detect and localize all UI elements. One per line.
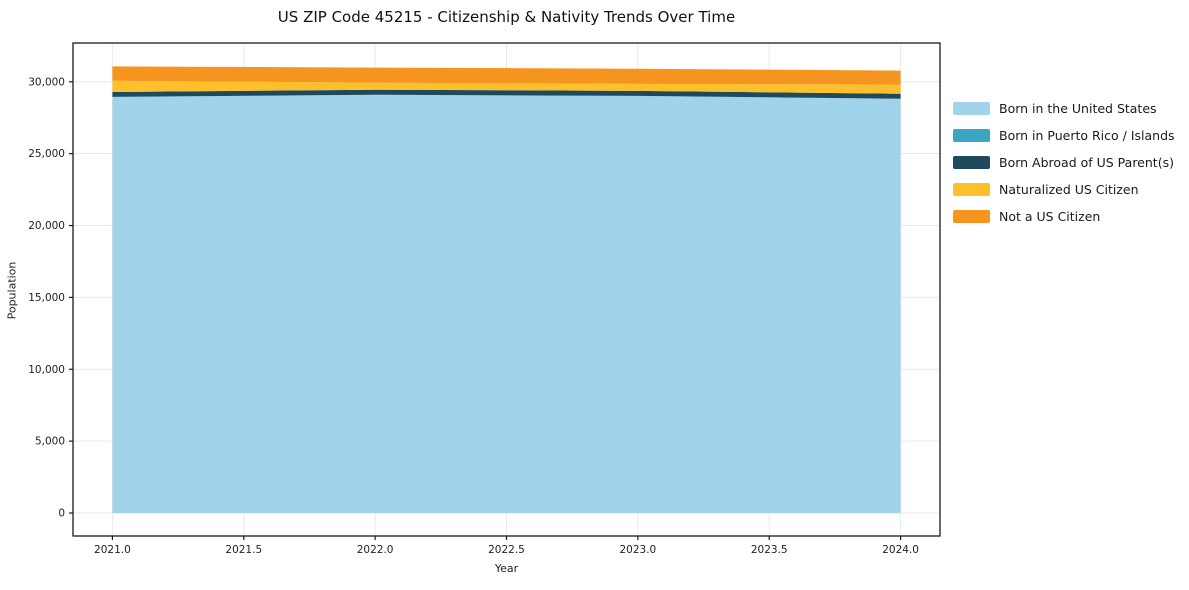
area-series-born-in-the-united-states — [112, 94, 901, 514]
legend-item-label: Not a US Citizen — [999, 209, 1101, 224]
y-axis-label: Population — [5, 261, 19, 320]
y-tick-label: 25,000 — [28, 148, 65, 160]
x-tick-label: 2023.0 — [619, 544, 656, 556]
y-tick-label: 20,000 — [28, 220, 65, 232]
chart-title: US ZIP Code 45215 - Citizenship & Nativi… — [277, 8, 736, 26]
legend: Born in the United States Born in Puerto… — [953, 101, 1175, 224]
y-tick-label: 30,000 — [28, 76, 65, 88]
x-tick-label: 2021.5 — [225, 544, 262, 556]
legend-swatch — [953, 156, 990, 169]
x-axis-label: Year — [494, 562, 519, 575]
legend-item: Born in the United States — [953, 101, 1175, 116]
x-tick-label: 2023.5 — [751, 544, 788, 556]
legend-item-label: Born in Puerto Rico / Islands — [999, 128, 1175, 143]
area-series-naturalized-us-citizen — [112, 80, 901, 94]
legend-item: Naturalized US Citizen — [953, 182, 1175, 197]
legend-swatch — [953, 129, 990, 142]
legend-item-label: Born Abroad of US Parent(s) — [999, 155, 1174, 170]
area-series-not-a-us-citizen — [112, 66, 901, 85]
legend-item-label: Born in the United States — [999, 101, 1157, 116]
x-tick-label: 2024.0 — [882, 544, 919, 556]
legend-item: Not a US Citizen — [953, 209, 1175, 224]
legend-item: Born Abroad of US Parent(s) — [953, 155, 1175, 170]
legend-swatch — [953, 210, 990, 223]
x-tick-label: 2022.5 — [488, 544, 525, 556]
legend-swatch — [953, 102, 990, 115]
y-tick-label: 10,000 — [28, 364, 65, 376]
area-series-born-abroad-of-us-parent-s — [112, 89, 901, 99]
x-tick-label: 2022.0 — [357, 544, 394, 556]
legend-item: Born in Puerto Rico / Islands — [953, 128, 1175, 143]
legend-item-label: Naturalized US Citizen — [999, 182, 1139, 197]
x-tick-label: 2021.0 — [94, 544, 131, 556]
y-tick-label: 15,000 — [28, 292, 65, 304]
y-tick-label: 0 — [58, 508, 65, 520]
y-tick-label: 5,000 — [35, 436, 65, 448]
legend-swatch — [953, 183, 990, 196]
